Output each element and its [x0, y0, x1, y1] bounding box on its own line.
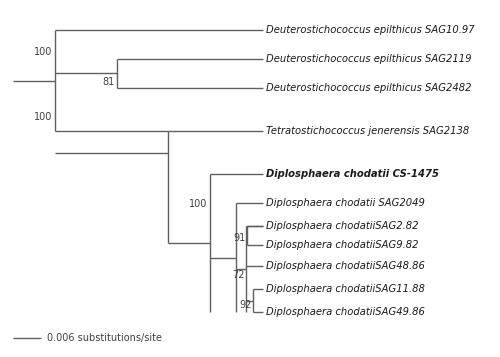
Text: Deuterostichococcus epilthicus SAG10.97: Deuterostichococcus epilthicus SAG10.97: [266, 25, 474, 35]
Text: 100: 100: [189, 200, 208, 210]
Text: Diplosphaera chodatii CS-1475: Diplosphaera chodatii CS-1475: [266, 169, 438, 179]
Text: 92: 92: [240, 300, 252, 310]
Text: 72: 72: [232, 270, 245, 280]
Text: Diplosphaera chodatiiSAG11.88: Diplosphaera chodatiiSAG11.88: [266, 285, 424, 295]
Text: 91: 91: [234, 233, 245, 243]
Text: Diplosphaera chodatiiSAG48.86: Diplosphaera chodatiiSAG48.86: [266, 261, 424, 271]
Text: 100: 100: [34, 47, 52, 57]
Text: 0.006 substitutions/site: 0.006 substitutions/site: [46, 333, 162, 343]
Text: 81: 81: [102, 77, 115, 87]
Text: Tetratostichococcus jenerensis SAG2138: Tetratostichococcus jenerensis SAG2138: [266, 126, 469, 136]
Text: Deuterostichococcus epilthicus SAG2482: Deuterostichococcus epilthicus SAG2482: [266, 83, 471, 93]
Text: 100: 100: [34, 112, 52, 122]
Text: Diplosphaera chodatiiSAG9.82: Diplosphaera chodatiiSAG9.82: [266, 240, 418, 250]
Text: Diplosphaera chodatii SAG2049: Diplosphaera chodatii SAG2049: [266, 198, 424, 208]
Text: Diplosphaera chodatiiSAG49.86: Diplosphaera chodatiiSAG49.86: [266, 307, 424, 317]
Text: Deuterostichococcus epilthicus SAG2119: Deuterostichococcus epilthicus SAG2119: [266, 54, 471, 64]
Text: Diplosphaera chodatiiSAG2.82: Diplosphaera chodatiiSAG2.82: [266, 221, 418, 231]
